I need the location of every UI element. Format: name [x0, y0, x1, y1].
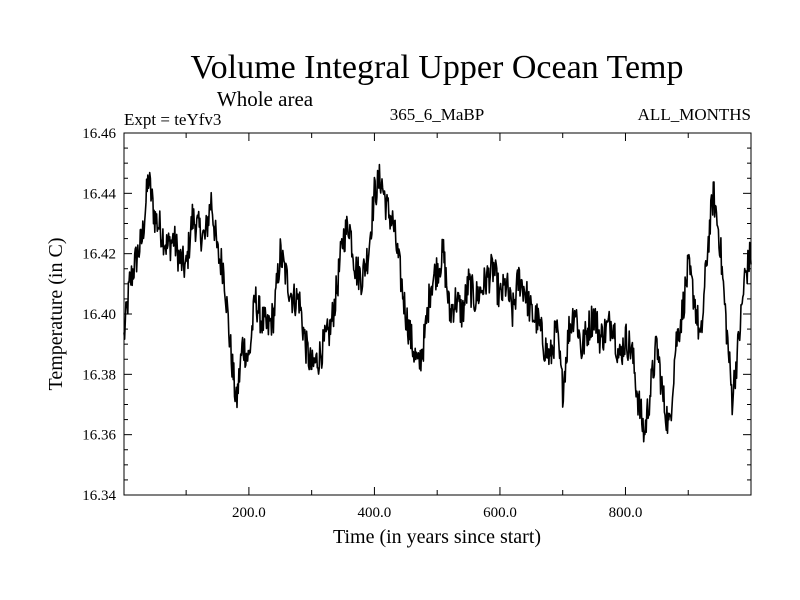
x-axis-title: Time (in years since start) — [333, 526, 541, 548]
y-axis: 16.34 16.36 16.38 16.40 16.42 16.44 16.46 — [82, 126, 751, 504]
chart-subtitle: Whole area — [217, 87, 314, 111]
months-label: ALL_MONTHS — [638, 105, 751, 124]
y-tick-label: 16.46 — [82, 126, 116, 142]
x-axis: 200.0 400.0 600.0 800.0 — [185, 133, 689, 521]
y-tick-label: 16.38 — [82, 367, 116, 383]
y-tick-label: 16.40 — [82, 307, 116, 323]
x-tick-label: 800.0 — [609, 505, 643, 521]
run-label: 365_6_MaBP — [390, 105, 484, 124]
y-axis-title: Temperature (in C) — [45, 238, 67, 391]
chart-title: Volume Integral Upper Ocean Temp — [191, 49, 684, 86]
temperature-series-line — [123, 163, 752, 443]
y-tick-label: 16.36 — [82, 428, 116, 444]
experiment-label: Expt = teYfv3 — [124, 110, 221, 129]
y-tick-label: 16.34 — [82, 488, 116, 504]
x-tick-label: 400.0 — [358, 505, 392, 521]
x-tick-label: 200.0 — [232, 505, 266, 521]
y-tick-label: 16.42 — [82, 247, 116, 263]
plot-frame — [123, 132, 752, 496]
y-tick-label: 16.44 — [82, 186, 116, 202]
x-tick-label: 600.0 — [483, 505, 517, 521]
